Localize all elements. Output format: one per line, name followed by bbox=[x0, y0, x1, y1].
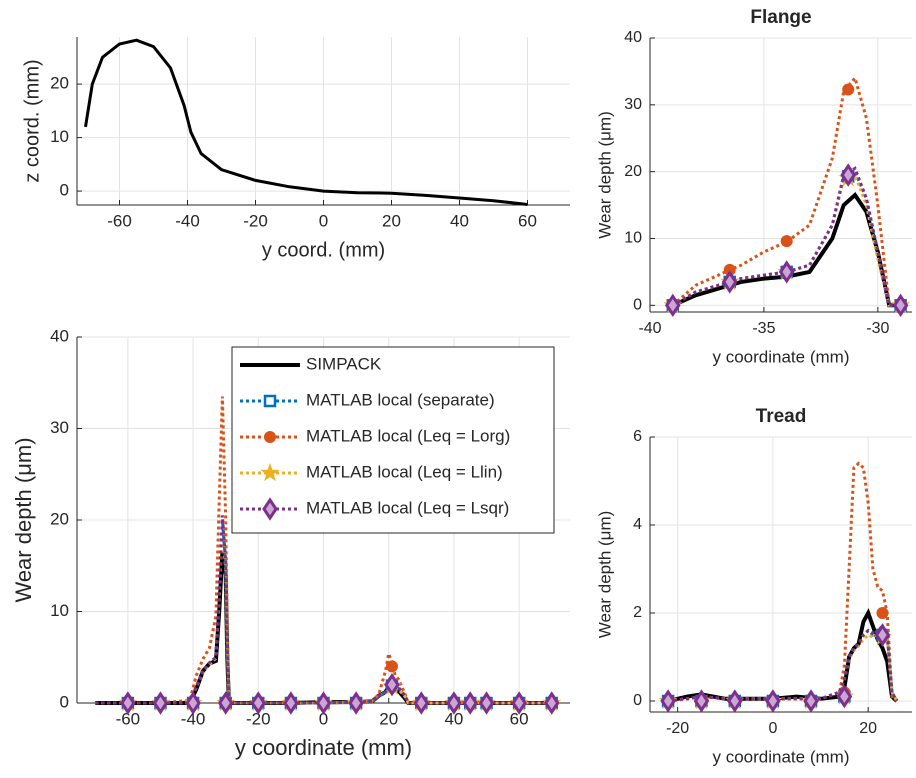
x-tick-label: 0 bbox=[319, 709, 328, 728]
y-tick-label: 6 bbox=[633, 428, 642, 445]
marker bbox=[348, 691, 364, 715]
x-tick-label: -20 bbox=[666, 720, 689, 737]
marker bbox=[478, 691, 495, 715]
marker bbox=[262, 497, 278, 521]
legend-label: MATLAB local (Leq = Lorg) bbox=[306, 426, 510, 445]
marker bbox=[892, 293, 909, 318]
marker bbox=[446, 691, 462, 715]
x-tick-label: 40 bbox=[450, 211, 469, 230]
x-tick-label: -60 bbox=[116, 709, 141, 728]
marker bbox=[263, 394, 277, 408]
x-tick-label: -20 bbox=[243, 211, 268, 230]
y-tick-label: 2 bbox=[633, 604, 642, 621]
marker bbox=[778, 260, 795, 284]
marker bbox=[217, 691, 234, 715]
y-axis-label: Wear depth (μm) bbox=[595, 511, 614, 639]
marker bbox=[264, 431, 276, 443]
y-axis-label: Wear depth (μm) bbox=[595, 111, 614, 239]
marker bbox=[765, 689, 781, 713]
x-axis-label: y coordinate (mm) bbox=[713, 347, 850, 366]
legend-box bbox=[231, 346, 555, 534]
x-tick-label: 0 bbox=[768, 720, 777, 737]
marker bbox=[283, 691, 299, 715]
marker bbox=[315, 691, 332, 715]
x-tick-label: 60 bbox=[510, 709, 529, 728]
legend-label: SIMPACK bbox=[306, 354, 382, 373]
marker bbox=[384, 672, 400, 697]
series-line bbox=[667, 628, 899, 703]
marker bbox=[693, 689, 710, 713]
series-line bbox=[671, 74, 901, 307]
marker bbox=[780, 235, 793, 248]
series-line bbox=[672, 166, 901, 307]
marker bbox=[723, 263, 736, 276]
marker bbox=[660, 689, 676, 713]
y-tick-label: 0 bbox=[60, 692, 69, 711]
series-line bbox=[667, 461, 898, 703]
x-tick-label: -35 bbox=[752, 320, 775, 337]
legend-label: MATLAB local (Leq = Lsqr) bbox=[306, 498, 509, 517]
marker bbox=[721, 270, 738, 294]
marker bbox=[260, 463, 280, 482]
marker bbox=[840, 163, 857, 187]
y-tick-label: 0 bbox=[633, 692, 642, 709]
x-tick-label: -40 bbox=[175, 211, 200, 230]
legend-label: MATLAB local (separate) bbox=[306, 390, 495, 409]
marker bbox=[511, 691, 527, 715]
y-axis-label: Wear depth (μm) bbox=[11, 437, 36, 602]
x-tick-label: 20 bbox=[859, 720, 877, 737]
marker bbox=[152, 691, 169, 715]
x-axis-label: y coordinate (mm) bbox=[235, 735, 412, 760]
y-tick-label: 10 bbox=[50, 127, 69, 146]
x-axis-label: y coordinate (mm) bbox=[713, 747, 850, 766]
marker bbox=[664, 293, 681, 318]
marker bbox=[250, 691, 267, 715]
x-tick-label: 40 bbox=[444, 709, 463, 728]
series-line bbox=[84, 38, 528, 206]
x-tick-label: -40 bbox=[638, 320, 661, 337]
y-tick-label: 30 bbox=[50, 418, 69, 437]
y-tick-label: 40 bbox=[624, 29, 642, 46]
y-tick-label: 20 bbox=[50, 509, 69, 528]
chart-title: Flange bbox=[750, 7, 811, 28]
y-tick-label: 0 bbox=[633, 297, 642, 314]
y-tick-label: 10 bbox=[624, 230, 642, 247]
x-axis-label: y coord. (mm) bbox=[262, 239, 385, 261]
marker bbox=[842, 83, 855, 96]
x-tick-label: 20 bbox=[379, 709, 398, 728]
series-line bbox=[667, 623, 899, 703]
x-tick-label: 60 bbox=[518, 211, 537, 230]
y-tick-label: 4 bbox=[633, 516, 642, 533]
marker bbox=[876, 607, 889, 619]
y-tick-label: 20 bbox=[50, 74, 69, 93]
marker bbox=[836, 684, 853, 709]
marker bbox=[803, 689, 819, 713]
x-tick-label: -20 bbox=[246, 709, 271, 728]
marker bbox=[543, 691, 560, 715]
marker bbox=[462, 691, 479, 715]
y-tick-label: 20 bbox=[624, 163, 642, 180]
marker bbox=[413, 691, 430, 715]
marker bbox=[385, 660, 398, 673]
x-tick-label: -40 bbox=[181, 709, 206, 728]
chart-title: Tread bbox=[756, 406, 807, 427]
x-tick-label: 20 bbox=[382, 211, 401, 230]
marker bbox=[120, 691, 136, 715]
y-tick-label: 30 bbox=[624, 96, 642, 113]
marker bbox=[185, 691, 201, 715]
series-line bbox=[667, 623, 899, 703]
marker bbox=[726, 689, 743, 713]
y-tick-label: 10 bbox=[50, 601, 69, 620]
x-tick-label: 0 bbox=[319, 211, 328, 230]
x-tick-label: -30 bbox=[866, 320, 889, 337]
marker bbox=[874, 623, 891, 647]
legend-label: MATLAB local (Leq = Llin) bbox=[306, 462, 503, 481]
y-tick-label: 0 bbox=[60, 181, 69, 200]
y-tick-label: 40 bbox=[50, 326, 69, 345]
y-axis-label: z coord. (mm) bbox=[21, 59, 43, 182]
series-line bbox=[667, 608, 899, 703]
x-tick-label: -60 bbox=[107, 211, 132, 230]
